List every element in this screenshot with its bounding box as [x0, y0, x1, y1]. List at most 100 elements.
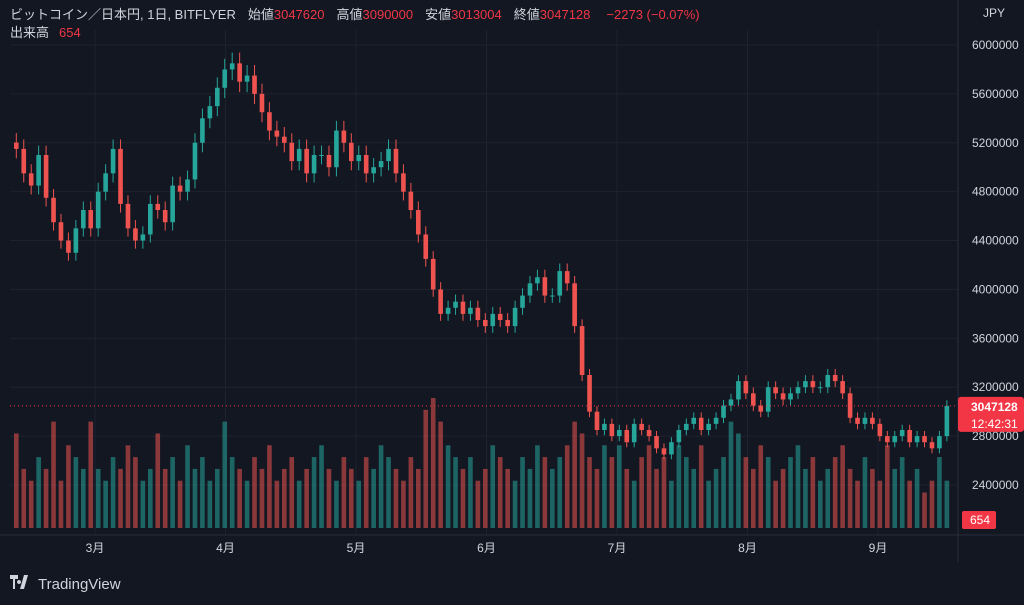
volume-bar: [148, 468, 153, 528]
candle-body: [810, 381, 816, 388]
candle-body: [646, 430, 652, 437]
volume-bar: [862, 457, 868, 528]
volume-bar: [594, 468, 600, 528]
volume-bar: [937, 457, 942, 528]
volume-bar: [512, 480, 518, 528]
candle-body: [215, 87, 220, 107]
volume-bar: [587, 457, 592, 528]
volume-bar: [505, 468, 510, 528]
candle-body: [669, 442, 674, 455]
candle-body: [401, 173, 406, 192]
volume-bar: [557, 457, 563, 528]
volume-bar: [363, 457, 369, 528]
candle-body: [252, 75, 257, 94]
candle-body: [140, 234, 146, 241]
volume-bar: [914, 468, 920, 528]
candle-body: [736, 381, 741, 400]
candle-body: [773, 387, 778, 394]
time-axis[interactable]: 3月 4月 5月 6月 7月 8月 9月: [86, 541, 888, 555]
candle-body: [706, 423, 711, 430]
volume-bar: [393, 468, 399, 528]
candle-body: [296, 148, 302, 162]
volume-bar: [818, 480, 823, 528]
volume-bar: [795, 445, 801, 528]
candle-body: [557, 271, 563, 296]
price-tick-label: 3200000: [972, 380, 1019, 394]
time-tick-label: 6月: [477, 541, 496, 555]
time-tick-label: 7月: [608, 541, 627, 555]
candle-body: [36, 155, 41, 186]
price-tick-label: 6000000: [972, 38, 1019, 52]
volume-bar: [296, 480, 302, 528]
volume-bar: [788, 457, 793, 528]
volume-bar: [125, 445, 131, 528]
volume-bar: [386, 457, 391, 528]
volume-bar: [252, 457, 257, 528]
symbol-title[interactable]: ビットコイン／日本円, 1日, BITFLYER: [10, 7, 236, 22]
volume-bar: [162, 468, 168, 528]
volume-bar: [483, 468, 488, 528]
volume-bar: [14, 433, 19, 528]
legend-ohlc-row: ビットコイン／日本円, 1日, BITFLYER 始値 3047620 高値 309…: [10, 6, 700, 24]
volume-bar: [825, 468, 831, 528]
price-tick-label: 5200000: [972, 136, 1019, 150]
volume-bar: [691, 468, 697, 528]
candle-body: [572, 283, 577, 327]
currency-label: JPY: [983, 6, 1005, 20]
candle-body: [21, 148, 27, 174]
candle-body: [103, 173, 108, 192]
volume-bar: [282, 468, 287, 528]
candle-body: [408, 191, 414, 210]
candle-body: [363, 155, 369, 174]
volume-value: 654: [59, 25, 81, 40]
candle-body: [334, 130, 339, 168]
volume-bar: [475, 480, 481, 528]
volume-bar: [21, 468, 27, 528]
low-label: 安値: [425, 7, 452, 22]
candle-body: [818, 387, 823, 389]
volume-bar: [520, 457, 525, 528]
low-value: 3013004: [451, 7, 502, 22]
volume-bar: [706, 480, 711, 528]
candle-body: [148, 203, 153, 235]
candle-body: [721, 405, 726, 418]
candle-body: [200, 118, 205, 143]
volume-bar: [133, 457, 138, 528]
candle-body: [423, 234, 429, 259]
candle-body: [460, 301, 466, 314]
volume-bar: [155, 433, 161, 528]
volume-bar: [289, 457, 295, 528]
candle-body: [88, 210, 94, 229]
volume-bar: [646, 445, 652, 528]
candle-body: [870, 417, 875, 424]
tradingview-logo[interactable]: TradingView: [10, 575, 121, 593]
volume-bar: [229, 457, 235, 528]
tradingview-wordmark: TradingView: [38, 575, 121, 593]
price-tick-label: 2400000: [972, 478, 1019, 492]
candle-body: [490, 313, 496, 327]
candle-body: [185, 179, 190, 192]
candle-body: [118, 148, 123, 204]
chart-legend: ビットコイン／日本円, 1日, BITFLYER 始値 3047620 高値 309…: [10, 6, 700, 42]
price-tick-label: 2800000: [972, 429, 1019, 443]
candle-body: [691, 417, 697, 424]
volume-bar: [438, 421, 443, 528]
volume-bar: [929, 480, 935, 528]
volume-bar: [751, 468, 756, 528]
candle-body: [51, 197, 56, 223]
candle-body: [914, 436, 920, 443]
volume-bar: [95, 468, 101, 528]
last-price-badge: 3047128 12:42:31: [958, 396, 1024, 432]
close-value: 3047128: [539, 7, 591, 22]
volume-bar: [430, 398, 436, 528]
candle-body: [267, 112, 272, 131]
volume-bar: [215, 468, 220, 528]
candle-body: [535, 277, 540, 284]
volume-bar: [460, 468, 466, 528]
price-axis[interactable]: 6000000 5600000 5200000 4800000 4400000 40000…: [972, 38, 1019, 492]
volume-bar: [118, 468, 123, 528]
volume-bar: [304, 468, 309, 528]
price-tick-label: 4800000: [972, 185, 1019, 199]
legend-volume-row: 出来高 654: [10, 24, 700, 42]
